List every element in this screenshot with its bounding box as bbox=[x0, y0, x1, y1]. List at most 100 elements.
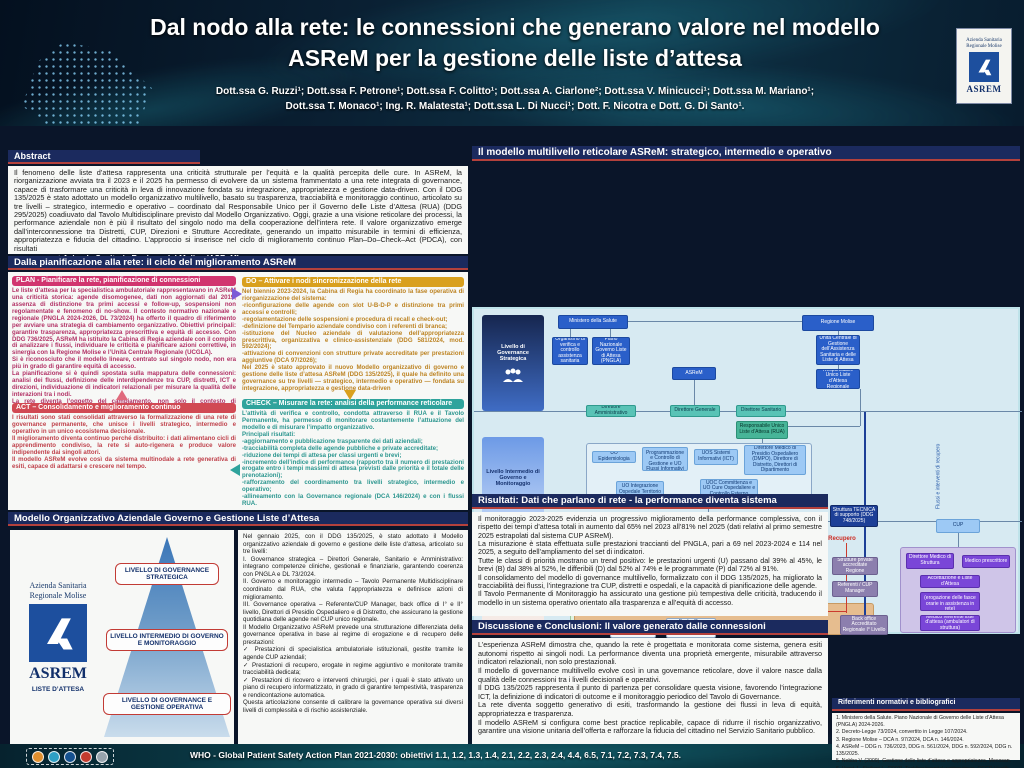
asrem-logo-icon bbox=[969, 52, 999, 82]
risultati-text: Il monitoraggio 2023-2025 evidenzia un p… bbox=[472, 512, 828, 616]
cycle-arrow-right-icon bbox=[232, 288, 242, 300]
node-medico-prescrittore: Medico prescrittore bbox=[962, 555, 1010, 568]
asrem-logo-icon bbox=[29, 603, 87, 662]
connector bbox=[838, 331, 839, 335]
sdg-goal-icon bbox=[64, 750, 76, 763]
node-unita-centrale: Unità Centrale di Gestione dell’Assisten… bbox=[816, 335, 860, 365]
node-uos-ict: UOS Sistemi Informativi (ICT) bbox=[694, 449, 738, 465]
risultati-heading: Risultati: Dati che parlano di rete - la… bbox=[472, 494, 828, 509]
pdca-check-title: CHECK – Misurare la rete: analisi della … bbox=[242, 399, 464, 409]
label-flussi-recupero: Flussi e interventi di recupero bbox=[935, 443, 942, 509]
node-ministero-salute: Ministero della Salute bbox=[558, 315, 628, 329]
asrem-logo-subtitle: LISTE D’ATTESA bbox=[31, 685, 85, 693]
connector bbox=[958, 533, 959, 547]
connector bbox=[762, 438, 763, 443]
connector bbox=[788, 426, 860, 427]
pdca-plan-box: PLAN - Pianificare la rete, pianificazio… bbox=[12, 276, 236, 413]
asrem-logo-acronym: ASREM bbox=[29, 664, 87, 682]
title-line-2: ASReM per la gestione delle liste d’atte… bbox=[288, 45, 742, 72]
node-uo-epidemiologia: UO Epidemiologia bbox=[592, 451, 636, 463]
reference-item: 4. ASReM – DDG n. 736/2023, DDG n. 561/2… bbox=[836, 744, 1013, 757]
node-direttore-medico-struttura: Direttore Medico di Struttura bbox=[906, 553, 954, 569]
pdca-act-title: ACT – Consolidamento e miglioramento con… bbox=[12, 403, 236, 413]
pdca-plan-text: Le liste d’attesa per la specialistica a… bbox=[12, 286, 236, 412]
pdca-section-heading: Dalla pianificazione alla rete: il ciclo… bbox=[8, 256, 468, 270]
connector bbox=[838, 363, 839, 369]
modello-text: Nel gennaio 2025, con il DDG 135/2025, è… bbox=[238, 530, 468, 744]
pdca-check-text: L’attività di verifica e controllo, cond… bbox=[242, 409, 464, 508]
connector bbox=[610, 329, 611, 337]
poster-title: Dal nodo alla rete: le connessioni che g… bbox=[90, 12, 940, 74]
node-referenti-cup-regione: Referenti / CUP Manager bbox=[832, 581, 878, 597]
reference-item: 1. Ministero della Salute. Piano Naziona… bbox=[836, 715, 1004, 728]
discussione-text: L’esperienza ASReM dimostra che, quando … bbox=[472, 638, 828, 744]
pdca-panel: PLAN - Pianificare la rete, pianificazio… bbox=[8, 272, 468, 510]
sidebar-level-strategico: Livello di Governance Strategica bbox=[482, 315, 544, 411]
node-direttore-amministrativo: Direttore Amministrativo bbox=[586, 405, 636, 417]
riferimenti-panel: 1. Ministero della Salute. Piano Naziona… bbox=[832, 713, 1020, 768]
pdca-do-text: Nel biennio 2023-2024, la Cabina di Regi… bbox=[242, 287, 464, 393]
connector bbox=[860, 389, 861, 426]
node-medico-referente: Medico referente liste d’attesa (ambulat… bbox=[920, 615, 980, 631]
pyramid-level-strategica: LIVELLO DI GOVERNANCE STRATEGICA bbox=[115, 563, 219, 585]
node-struttura-tecnica: Struttura TECNICA di supporto (DDG 748/2… bbox=[830, 505, 878, 527]
authors: Dott.ssa G. Ruzzi¹; Dott.ssa F. Petrone¹… bbox=[70, 84, 960, 114]
node-uo-programmazione: UO Programmazione e Controllo di Gestion… bbox=[642, 447, 688, 471]
reference-item: 2. Decreto-Legge 73/2024, convertito in … bbox=[836, 729, 968, 735]
node-cup: CUP bbox=[936, 519, 980, 533]
pdca-check-box: CHECK – Misurare la rete: analisi della … bbox=[242, 399, 464, 508]
connector bbox=[694, 380, 695, 405]
reference-item: 6. Hurst J., Siciliani L. (2003). Tackli… bbox=[836, 766, 1016, 768]
pdca-do-title: DO – Attivare i nodi sincronizzazione de… bbox=[242, 277, 464, 287]
node-accettazione: Accettazione e Liste d’Attesa bbox=[920, 575, 980, 588]
abstract-heading: Abstract bbox=[8, 150, 200, 164]
node-medico-convenzionato: Medico convenzionato (erogazione delle f… bbox=[920, 592, 980, 611]
reference-item: 3. Regione Molise – DCA n. 97/2024, DCA … bbox=[836, 736, 964, 743]
node-direttore-sanitario: Direttore Sanitario bbox=[736, 405, 786, 417]
pyramid-level-operativa: LIVELLO DI GOVERNANCE E GESTIONE OPERATI… bbox=[103, 693, 231, 715]
reference-item: 5. Nebba V. (2009). Gestione delle liste… bbox=[836, 758, 1012, 764]
connector bbox=[570, 329, 571, 337]
asrem-logo: Azienda Sanitaria Regionale Molise ASREM bbox=[956, 28, 1012, 104]
node-rua: Responsabile Unico Liste d’Attesa (RUA) bbox=[736, 421, 788, 439]
sdg-goal-icon bbox=[48, 750, 60, 763]
pdca-plan-title: PLAN - Pianificare la rete, pianificazio… bbox=[12, 276, 236, 286]
node-regione-molise: Regione Molise bbox=[802, 315, 874, 331]
label-recupero: Recupero bbox=[828, 535, 856, 542]
asrem-logo-large: Azienda Sanitaria Regionale Molise ASREM … bbox=[14, 534, 102, 740]
poster-header: Dal nodo alla rete: le connessioni che g… bbox=[0, 0, 1024, 126]
sdg-goal-icon bbox=[96, 750, 108, 763]
rete-section-heading: Il modello multilivello reticolare ASReM… bbox=[472, 146, 1020, 161]
authors-line-2: Dott.ssa T. Monaco¹; Ing. R. Malatesta¹;… bbox=[285, 101, 745, 112]
recupero-line bbox=[846, 543, 847, 613]
connector bbox=[628, 321, 804, 322]
title-line-1: Dal nodo alla rete: le connessioni che g… bbox=[150, 14, 880, 40]
discussione-heading: Discussione e Conclusioni: Il valore gen… bbox=[472, 620, 828, 635]
asrem-logo-acronym: ASREM bbox=[966, 84, 1002, 94]
governance-pyramid: LIVELLO DI GOVERNANCE STRATEGICA LIVELLO… bbox=[103, 537, 231, 737]
pdca-act-box: ACT – Consolidamento e miglioramento con… bbox=[12, 403, 236, 470]
node-direttore-generale: Direttore Generale bbox=[670, 405, 720, 417]
who-action-plan-text: WHO - Global Patient Safety Action Plan … bbox=[190, 750, 682, 760]
modello-section-heading: Modello Organizzativo Aziendale Governo … bbox=[8, 512, 468, 526]
abstract-text: Il fenomeno delle liste d’attesa rappres… bbox=[8, 166, 468, 254]
pyramid-level-intermedio: LIVELLO INTERMEDIO DI GOVERNO E MONITORA… bbox=[106, 629, 228, 651]
node-rua-regionale: Responsabile Unico Liste d’Attesa Region… bbox=[816, 369, 860, 389]
pdca-do-box: DO – Attivare i nodi sincronizzazione de… bbox=[242, 277, 464, 393]
node-asrem: ASReM bbox=[672, 367, 716, 380]
cycle-arrow-up-icon bbox=[116, 390, 128, 400]
modello-pyramid-card: Azienda Sanitaria Regionale Molise ASREM … bbox=[10, 530, 234, 744]
sdg-icon-strip bbox=[26, 748, 114, 765]
asrem-logo-org-name: Azienda Sanitaria Regionale Molise bbox=[29, 581, 87, 600]
node-organismo-verifica: Organismo di verifica e controllo assist… bbox=[552, 337, 588, 365]
people-icon bbox=[503, 368, 523, 382]
pdca-act-text: I risultati sono stati consolidati attra… bbox=[12, 413, 236, 470]
riferimenti-heading: Riferimenti normativi e bibliografici bbox=[832, 698, 1020, 711]
sdg-goal-icon bbox=[32, 750, 44, 763]
node-private-regione: Strutture private accreditate Regione bbox=[832, 557, 878, 575]
node-pngla: Piano Nazionale Governo Liste di Attesa … bbox=[592, 337, 630, 365]
cycle-arrow-down-icon bbox=[344, 390, 356, 400]
sdg-goal-icon bbox=[80, 750, 92, 763]
asrem-logo-org-name: Azienda Sanitaria Regionale Molise bbox=[966, 38, 1002, 49]
